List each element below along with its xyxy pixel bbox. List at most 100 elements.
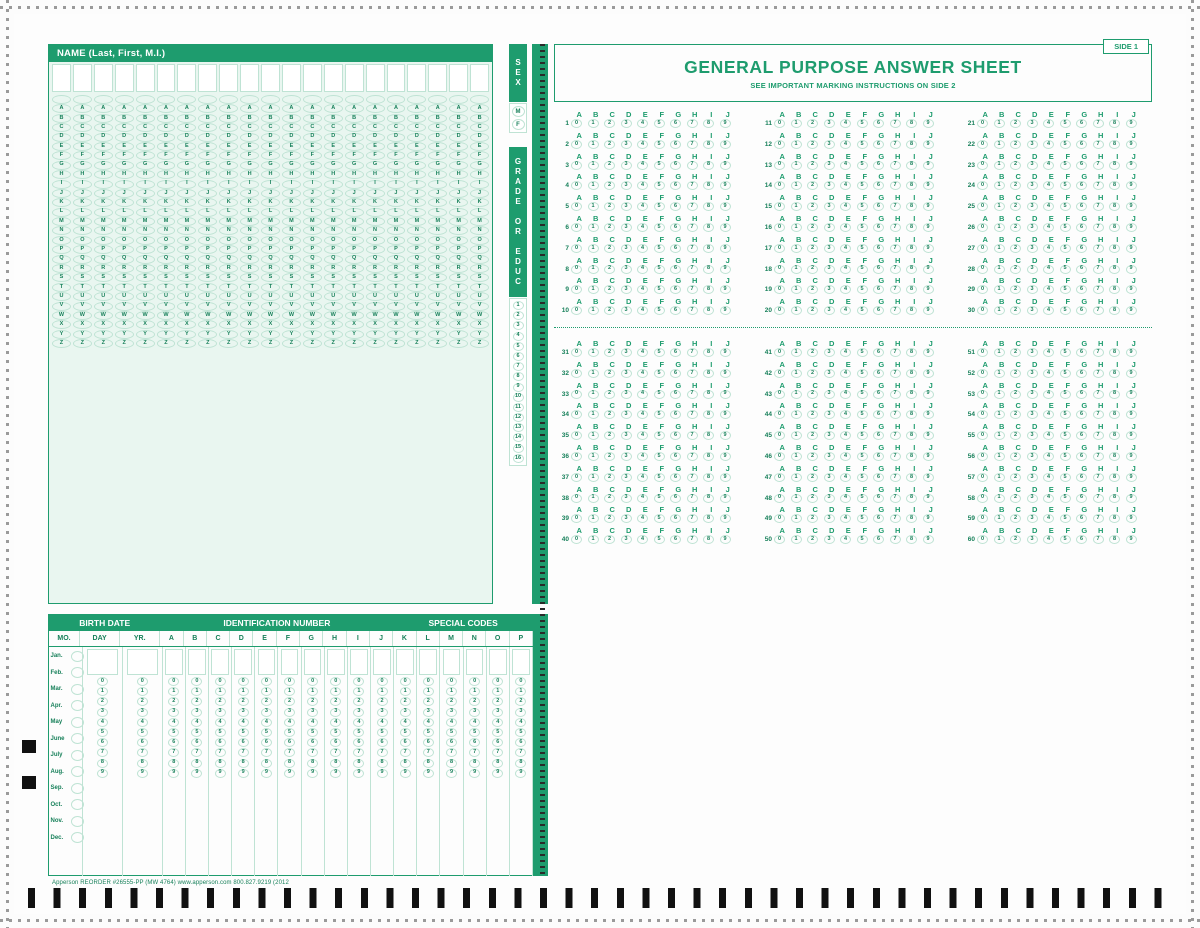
question-row[interactable]: A B C D E F G H I J 14 0 1 2 3 4 5 6 7 8 9	[757, 172, 949, 191]
bubble[interactable]: 1	[587, 181, 599, 191]
bubble[interactable]: M	[219, 217, 239, 227]
bubble[interactable]: 8	[703, 451, 714, 461]
bubble[interactable]: 0	[977, 119, 988, 128]
bubble[interactable]: 6	[214, 738, 226, 748]
bubble[interactable]: 3	[620, 535, 632, 545]
bubble[interactable]: 9	[922, 472, 934, 482]
bubble[interactable]	[302, 95, 322, 104]
bubble[interactable]: 9	[191, 768, 203, 778]
bubble[interactable]: O	[302, 235, 322, 245]
name-write-box[interactable]	[428, 64, 448, 92]
bubble[interactable]: V	[219, 301, 239, 311]
bubble[interactable]: K	[52, 198, 71, 208]
bubble[interactable]: T	[114, 282, 134, 292]
bubble[interactable]: N	[344, 226, 364, 236]
bubble[interactable]: 7	[492, 748, 504, 758]
bubble[interactable]: 3	[330, 707, 342, 717]
bubble[interactable]: X	[281, 320, 301, 330]
bubble[interactable]: 2	[1010, 389, 1021, 399]
bubble[interactable]: 6	[376, 738, 388, 748]
bubble[interactable]: 2	[807, 306, 818, 316]
bubble[interactable]: 0	[774, 202, 785, 212]
bubble[interactable]: 1	[587, 472, 599, 482]
question-row[interactable]: A B C D E F G H I J 49 0 1 2 3 4 5 6 7 8 9	[757, 505, 949, 524]
bubble[interactable]: O	[72, 235, 92, 245]
bubble[interactable]: 2	[1010, 368, 1021, 378]
bubble[interactable]: 2	[807, 535, 818, 545]
bubble[interactable]: 8	[703, 514, 714, 524]
name-write-box[interactable]	[156, 64, 176, 92]
question-row[interactable]: A B C D E F G H I J 60 0 1 2 3 4 5 6 7 8 9	[960, 526, 1152, 545]
bubble[interactable]: 9	[719, 181, 731, 191]
bubble[interactable]: R	[323, 264, 343, 274]
bubble[interactable]: 3	[620, 410, 632, 420]
bubble[interactable]: 5	[653, 493, 665, 503]
bubble[interactable]: 3	[620, 451, 632, 461]
bubble[interactable]: 3	[1026, 347, 1038, 357]
bubble[interactable]: 9	[719, 389, 731, 399]
bubble[interactable]: 7	[168, 748, 180, 758]
choice-bubble-row[interactable]: 58 0 1 2 3 4 5 6 7 8 9	[960, 493, 1152, 503]
bubble[interactable]: 4	[637, 451, 648, 461]
bubble[interactable]: L	[240, 207, 260, 217]
question-row[interactable]: A B C D E F G H I J 45 0 1 2 3 4 5 6 7 8 9	[757, 422, 949, 441]
bubble[interactable]: Y	[156, 329, 176, 339]
bubble[interactable]	[240, 95, 260, 104]
question-row[interactable]: A B C D E F G H I J 51 0 1 2 3 4 5 6 7 8 9	[960, 339, 1152, 357]
bubble[interactable]: 5	[653, 410, 665, 420]
bubble[interactable]: A	[240, 104, 260, 114]
bubble[interactable]: Y	[114, 329, 134, 339]
bubble[interactable]: 0	[469, 677, 481, 686]
bubble[interactable]: B	[302, 113, 322, 123]
bubble[interactable]: 7	[889, 243, 901, 253]
bubble[interactable]: 6	[670, 410, 681, 420]
bubble[interactable]: H	[219, 170, 239, 180]
question-column[interactable]: A B C D E F G H I J 41 0 1 2 3 4 5 6 7 8 9 A B C D E F G H I J 42 0 1 2 3 4 5…	[757, 339, 949, 547]
bubble[interactable]: F	[240, 151, 260, 161]
bubble[interactable]: W	[177, 310, 197, 320]
bubble[interactable]: Y	[93, 329, 113, 339]
bubble[interactable]: 7	[260, 748, 272, 758]
bubble[interactable]: 7	[686, 243, 698, 253]
bubble[interactable]: 4	[515, 717, 527, 727]
bubble[interactable]: 3	[1026, 431, 1038, 441]
bubble[interactable]: 3	[1026, 535, 1038, 545]
bubble[interactable]: L	[93, 207, 113, 217]
choice-bubble-row[interactable]: 33 0 1 2 3 4 5 6 7 8 9	[554, 389, 746, 399]
bubble[interactable]: 8	[906, 514, 917, 524]
bubble[interactable]: E	[219, 141, 239, 151]
bubble[interactable]: 3	[620, 514, 632, 524]
bubble[interactable]	[386, 95, 406, 104]
bubble[interactable]: E	[449, 141, 469, 151]
bubble[interactable]: 6	[670, 202, 681, 212]
bubble[interactable]: C	[261, 123, 280, 133]
bubble[interactable]: 5	[1059, 514, 1071, 524]
bubble[interactable]: 0	[774, 431, 785, 441]
bubble[interactable]: 2	[604, 243, 615, 253]
bubble[interactable]: 4	[376, 717, 388, 727]
bubble[interactable]: R	[52, 264, 71, 274]
bubble[interactable]: V	[302, 301, 322, 311]
bubble[interactable]: 2	[307, 697, 319, 707]
question-row[interactable]: A B C D E F G H I J 42 0 1 2 3 4 5 6 7 8 9	[757, 360, 949, 378]
bubble[interactable]: K	[302, 198, 322, 208]
choice-bubble-row[interactable]: 50 0 1 2 3 4 5 6 7 8 9	[757, 535, 949, 545]
bubble[interactable]: 0	[168, 677, 180, 686]
bubble[interactable]: 1	[587, 347, 599, 357]
bubble[interactable]: 8	[703, 493, 714, 503]
bubble[interactable]: 4	[637, 264, 648, 274]
bubble[interactable]: L	[323, 207, 343, 217]
bubble[interactable]: E	[302, 141, 322, 151]
bubble[interactable]: 0	[571, 472, 582, 482]
bubble[interactable]: 1	[993, 389, 1005, 399]
bubble[interactable]: K	[177, 198, 197, 208]
